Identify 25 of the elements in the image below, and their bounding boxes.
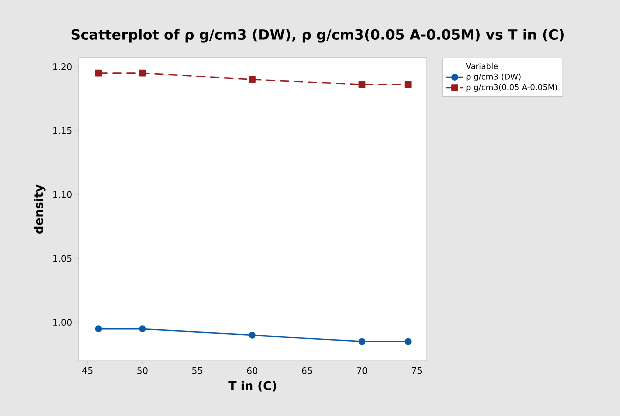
x-tick-label: 60 (247, 368, 258, 374)
y-tick-label: 1.15 (54, 128, 72, 134)
x-tick-label: 75 (412, 368, 422, 374)
x-tick-label: 70 (357, 368, 368, 374)
y-tick-label: 1.10 (54, 191, 72, 198)
x-tick-label: 55 (192, 368, 202, 374)
point (95, 70, 102, 77)
point (358, 338, 366, 346)
x-tick-label: 50 (138, 368, 148, 374)
point (139, 326, 146, 332)
point (249, 76, 256, 84)
point (358, 81, 366, 88)
point (404, 81, 412, 88)
y-tick-label: 1.00 (54, 319, 72, 326)
point (139, 70, 146, 77)
x-tick-label: 65 (302, 368, 312, 374)
point (404, 338, 412, 346)
point (95, 326, 102, 332)
x-tick-label: 45 (82, 368, 93, 374)
y-tick-label: 1.20 (54, 64, 72, 70)
point (249, 332, 256, 339)
y-tick-label: 1.05 (54, 255, 72, 262)
x-axis-title: T in (C) (228, 381, 276, 392)
y-axis-title: density (34, 184, 46, 234)
chart-title: Scatterplot of ρ g/cm3 (DW), ρ g/cm3(0.05 A-0.05M) vs T in (C) (72, 29, 564, 43)
